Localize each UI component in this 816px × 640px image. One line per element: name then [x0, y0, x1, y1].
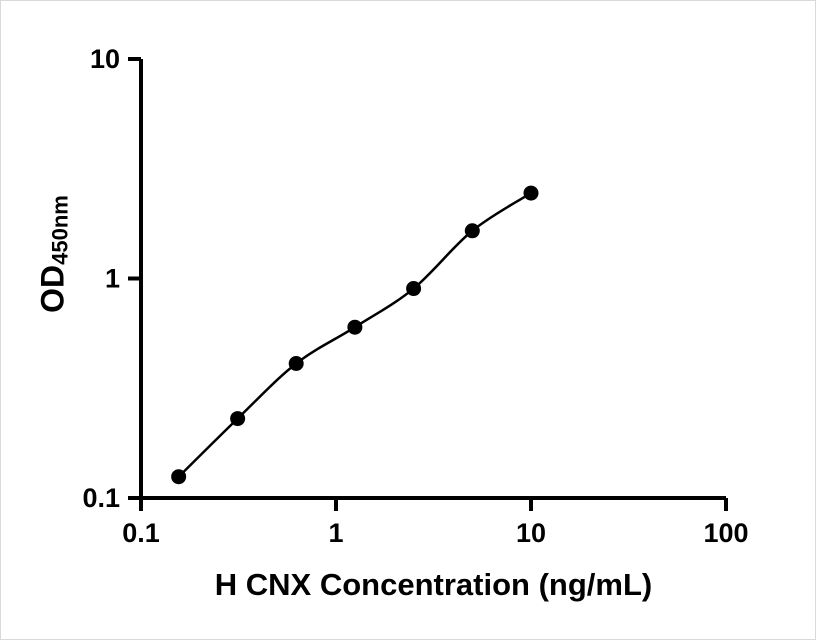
axes-lines: [139, 59, 726, 500]
data-point: [406, 281, 422, 297]
data-point: [523, 185, 539, 201]
y-tick-label: 0.1: [82, 483, 120, 513]
y-tick-label: 1: [105, 264, 120, 294]
x-tick-label: 1: [328, 518, 343, 548]
x-tick-label: 0.1: [122, 518, 160, 548]
x-tick-label: 100: [703, 518, 748, 548]
data-point: [230, 411, 246, 427]
data-point: [171, 469, 187, 485]
fit-curve: [177, 192, 532, 478]
data-point: [464, 223, 480, 239]
y-tick-label: 10: [90, 44, 120, 74]
x-axis-title: H CNX Concentration (ng/mL): [214, 567, 653, 602]
y-axis-title-subscript: 450nm: [47, 195, 73, 265]
y-axis-title-main: OD: [34, 264, 71, 313]
y-axis-title: OD450nm: [34, 195, 73, 313]
data-point: [288, 355, 304, 371]
data-point: [347, 319, 363, 335]
x-tick-label: 10: [516, 518, 546, 548]
